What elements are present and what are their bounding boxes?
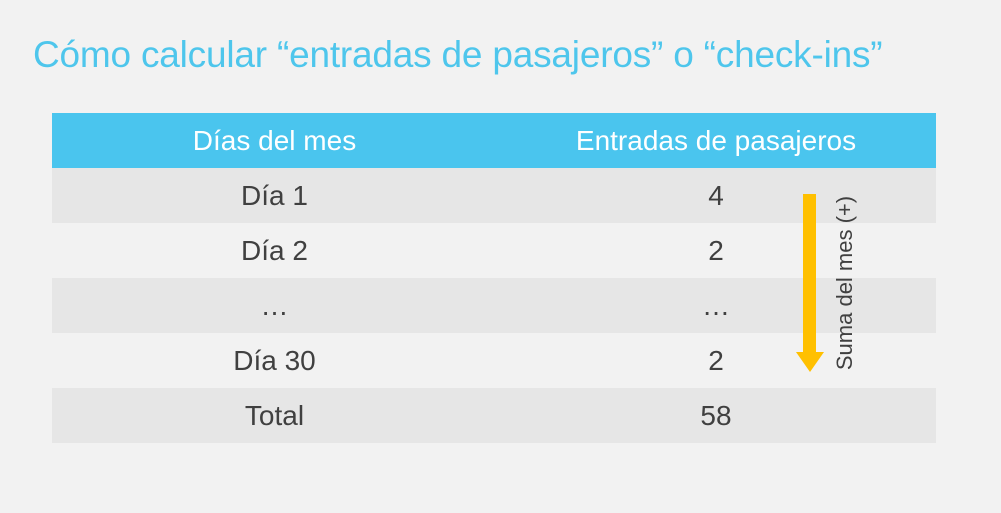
total-value: 58 xyxy=(700,399,732,431)
table-row: Día 1 4 xyxy=(52,168,936,223)
day-cell: Día 1 xyxy=(241,179,308,211)
day-cell: Día 30 xyxy=(233,344,316,376)
data-table: Días del mes Entradas de pasajeros Día 1… xyxy=(52,113,936,443)
table-row: Día 2 2 xyxy=(52,223,936,278)
check-ins-cell: … xyxy=(702,289,730,321)
day-cell: … xyxy=(260,289,289,321)
table-row: … … xyxy=(52,278,936,333)
arrow-head xyxy=(796,352,824,372)
column-header-days: Días del mes xyxy=(192,124,357,156)
page-title: Cómo calcular “entradas de pasajeros” o … xyxy=(33,34,883,75)
monthly-sum-label: Suma del mes (+) xyxy=(832,195,857,371)
day-cell: Día 2 xyxy=(241,234,308,266)
arrow-shaft xyxy=(803,194,816,352)
column-header-check-ins: Entradas de pasajeros xyxy=(575,124,857,156)
table-row: Día 30 2 xyxy=(52,333,936,388)
table-header-row: Días del mes Entradas de pasajeros xyxy=(52,113,936,168)
check-ins-cell: 4 xyxy=(708,179,724,211)
total-label: Total xyxy=(244,399,305,431)
check-ins-cell: 2 xyxy=(708,234,724,266)
table-total-row: Total 58 xyxy=(52,388,936,443)
check-ins-cell: 2 xyxy=(708,344,724,376)
down-arrow-icon xyxy=(796,194,824,372)
